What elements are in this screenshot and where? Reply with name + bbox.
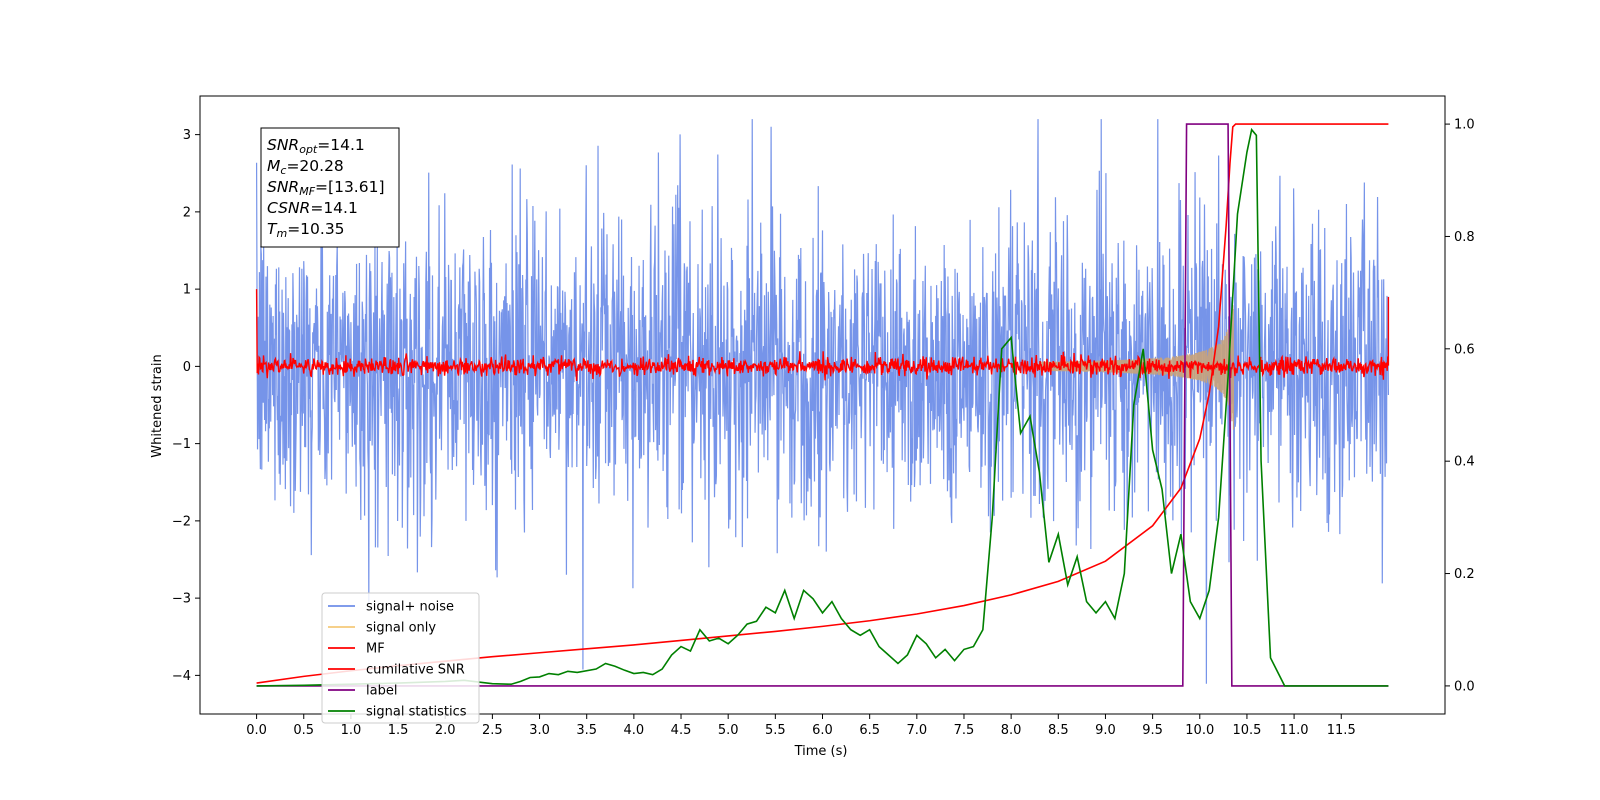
x-tick-label: 8.0 <box>1001 723 1022 738</box>
legend-label: cumilative SNR <box>366 663 465 678</box>
annotation-tm: Tm=10.35 <box>267 220 345 240</box>
y-axis-left: 3 2 1 0 −1 −2 −3 −4 <box>172 128 200 684</box>
legend-entry: cumilative SNR <box>328 663 465 678</box>
x-tick-label: 5.5 <box>765 723 786 738</box>
series-line <box>255 119 1390 684</box>
y2-tick-label: 1.0 <box>1454 118 1475 133</box>
x-tick-label: 4.5 <box>671 723 692 738</box>
y2-tick-label: 0.2 <box>1454 567 1475 582</box>
legend-entry: signal+ noise <box>328 600 454 615</box>
x-tick-label: 7.5 <box>954 723 975 738</box>
legend-entry: label <box>328 684 397 699</box>
annotation-snr-opt: SNRopt=14.1 <box>267 136 365 156</box>
y2-tick-label: 0.8 <box>1454 230 1475 245</box>
y-tick-label: 0 <box>183 360 191 375</box>
x-tick-label: 0.5 <box>293 723 314 738</box>
x-tick-label: 4.0 <box>624 723 645 738</box>
legend-label: signal+ noise <box>366 600 454 615</box>
series-line <box>256 123 1389 687</box>
x-tick-label: 6.0 <box>812 723 833 738</box>
legend-entry: signal only <box>328 621 436 636</box>
legend-label: signal only <box>366 621 436 636</box>
x-tick-label: 10.0 <box>1185 723 1214 738</box>
y2-tick-label: 0.4 <box>1454 455 1475 470</box>
x-tick-label: 5.0 <box>718 723 739 738</box>
y2-tick-label: 0.0 <box>1454 679 1475 694</box>
x-tick-label: 2.5 <box>482 723 503 738</box>
y-tick-label: −1 <box>172 437 191 452</box>
y-tick-label: 1 <box>183 283 191 298</box>
series-line <box>256 127 1389 687</box>
series-label <box>256 123 1389 687</box>
x-tick-label: 11.0 <box>1280 723 1309 738</box>
legend-label: MF <box>366 642 385 657</box>
x-axis-label: Time (s) <box>794 744 848 759</box>
x-tick-label: 11.5 <box>1327 723 1356 738</box>
y-tick-label: −3 <box>172 592 191 607</box>
y-tick-label: −2 <box>172 514 191 529</box>
legend-entry: signal statistics <box>328 705 467 720</box>
annotation-mc: Mc=20.28 <box>267 157 344 177</box>
x-tick-label: 3.0 <box>529 723 550 738</box>
x-tick-label: 9.5 <box>1142 723 1163 738</box>
annotation-snr-mf: SNRMF=[13.61] <box>267 178 385 198</box>
legend-label: signal statistics <box>366 705 467 720</box>
y-tick-label: 3 <box>183 128 191 143</box>
annotation-box: SNRopt=14.1 Mc=20.28 SNRMF=[13.61] CSNR=… <box>260 127 400 248</box>
x-tick-label: 3.5 <box>576 723 597 738</box>
series-signal-noise <box>255 119 1390 684</box>
series-signal-statistics <box>256 127 1389 687</box>
x-tick-label: 7.0 <box>906 723 927 738</box>
x-tick-label: 9.0 <box>1095 723 1116 738</box>
legend-label: label <box>366 684 397 699</box>
x-tick-label: 1.0 <box>341 723 362 738</box>
annotation-frame <box>260 127 400 248</box>
x-tick-label: 2.0 <box>435 723 456 738</box>
annotation-csnr: CSNR=14.1 <box>267 199 358 217</box>
y2-tick-label: 0.6 <box>1454 342 1475 357</box>
legend: signal+ noise signal only MF cumilative SNR… <box>321 592 480 724</box>
legend-frame <box>321 592 480 724</box>
x-tick-label: 0.0 <box>246 723 267 738</box>
series-mf <box>255 289 1390 381</box>
x-tick-label: 1.5 <box>388 723 409 738</box>
x-axis: 0.0 0.5 1.0 1.5 2.0 2.5 3.0 3.5 4.0 4.5 5.0 5.5 6.0 6… <box>246 714 1356 738</box>
x-tick-label: 6.5 <box>859 723 880 738</box>
y-axis-right: 1.0 0.8 0.6 0.4 0.2 0.0 <box>1445 118 1475 694</box>
y-axis-label: Whitened strain <box>150 354 165 457</box>
x-tick-label: 8.5 <box>1048 723 1069 738</box>
series-line <box>255 289 1390 381</box>
legend-entry: MF <box>328 642 385 657</box>
y-tick-label: −4 <box>172 669 191 684</box>
y-tick-label: 2 <box>183 205 191 220</box>
x-tick-label: 10.5 <box>1232 723 1261 738</box>
